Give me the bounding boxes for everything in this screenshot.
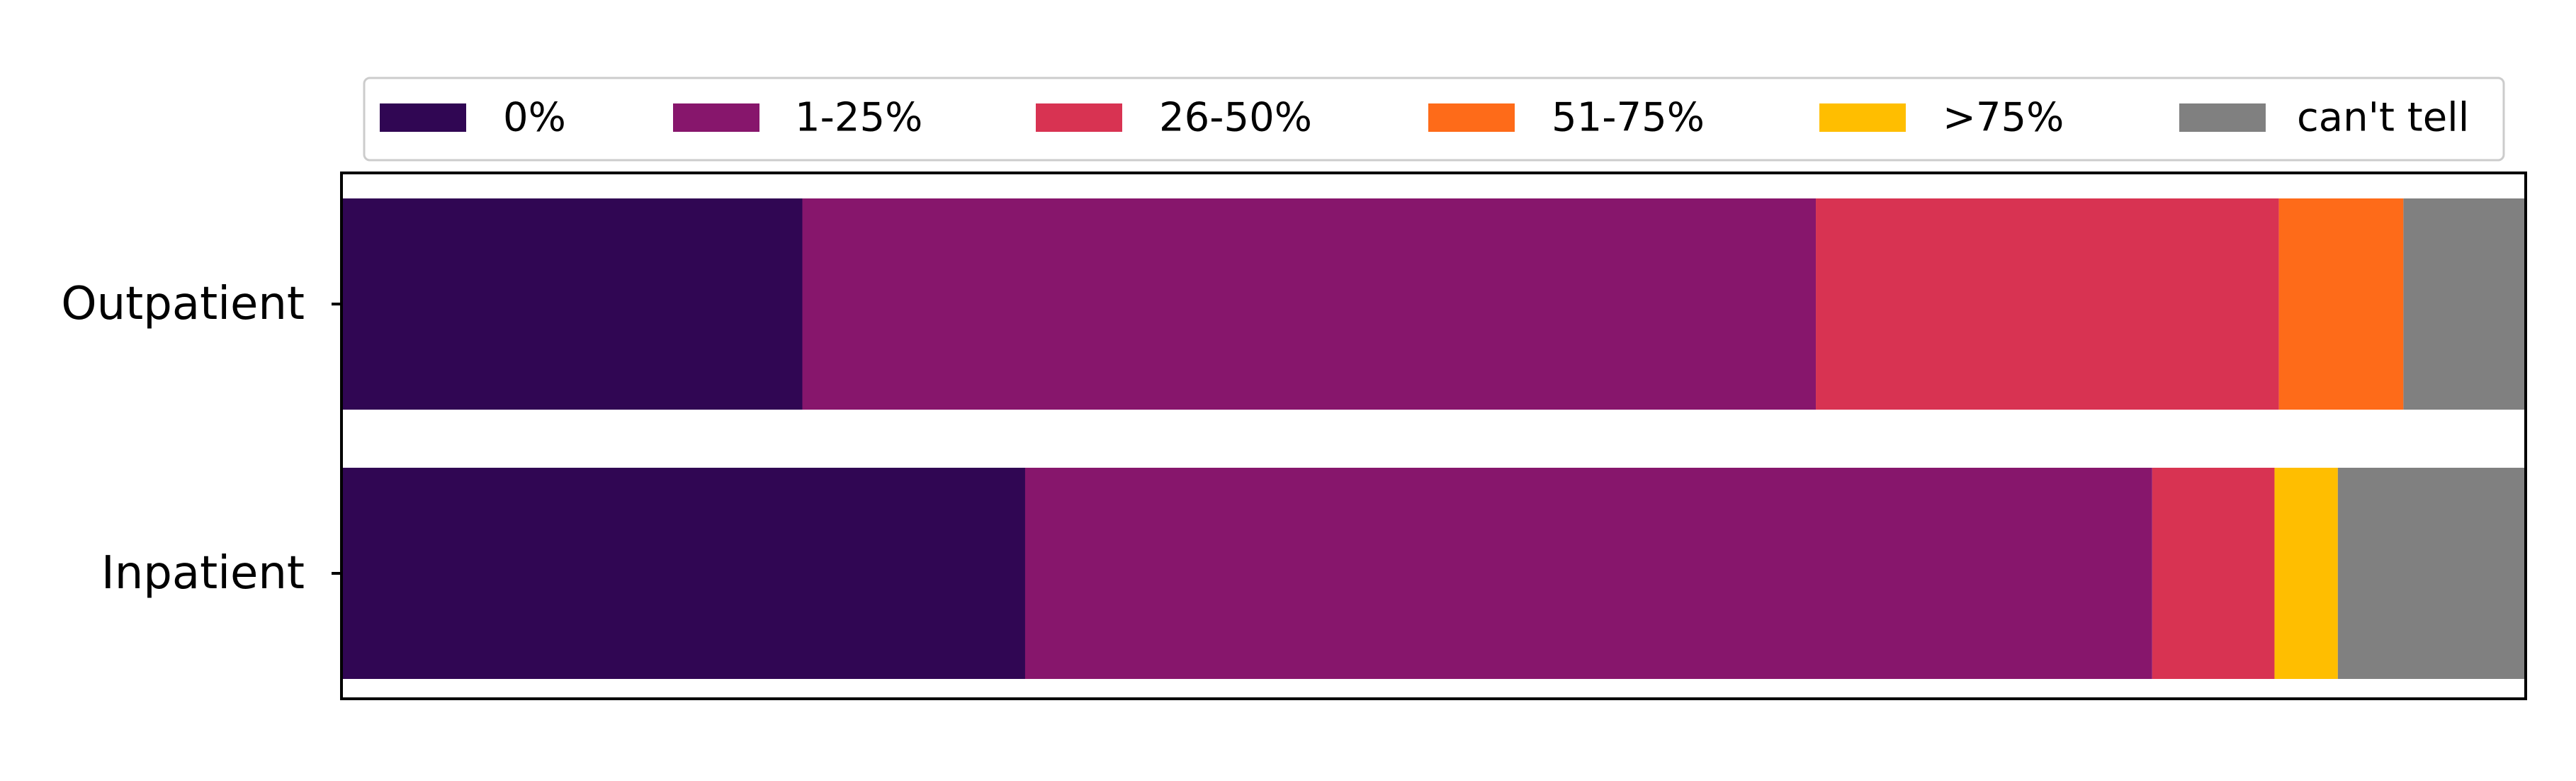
bars [341,198,2526,679]
legend-label-0pct: 0% [503,95,566,141]
bar-inpatient-1-25pct [1024,468,2152,679]
bar-inpatient-gt-75pct [2274,468,2338,679]
y-axis: Outpatient Inpatient [61,278,341,600]
bar-inpatient-0pct [341,468,1025,679]
bar-outpatient-26-50pct [1816,198,2279,410]
legend-swatch-1-25pct [673,103,759,132]
bar-outpatient-0pct [341,198,803,410]
legend-swatch-cant-tell [2179,103,2266,132]
bar-outpatient-51-75pct [2278,198,2404,410]
bar-inpatient-cant-tell [2337,468,2526,679]
bar-outpatient-cant-tell [2403,198,2526,410]
legend-label-gt-75pct: >75% [1943,95,2064,141]
legend-label-26-50pct: 26-50% [1159,95,1312,141]
legend-swatch-51-75pct [1428,103,1515,132]
legend-label-1-25pct: 1-25% [795,95,922,141]
legend-label-cant-tell: can't tell [2297,95,2469,141]
y-tick-label-outpatient: Outpatient [61,278,305,330]
y-tick-label-inpatient: Inpatient [101,547,305,600]
bar-inpatient-26-50pct [2152,468,2275,679]
bar-outpatient-1-25pct [802,198,1817,410]
legend-swatch-gt-75pct [1819,103,1906,132]
legend: 0% 1-25% 26-50% 51-75% >75% can't tell [363,77,2505,162]
legend-swatch-0pct [380,103,466,132]
plot-frame [340,172,2527,700]
legend-label-51-75pct: 51-75% [1552,95,1705,141]
legend-swatch-26-50pct [1036,103,1122,132]
